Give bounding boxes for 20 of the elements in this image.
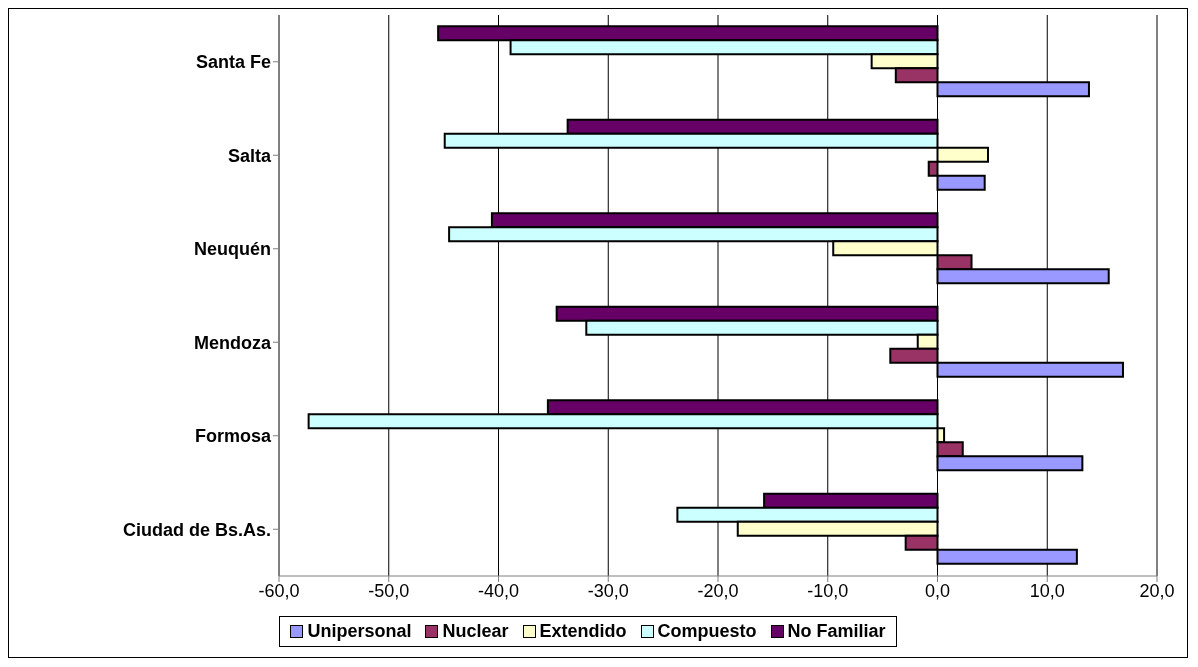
legend-label: Nuclear [442, 621, 509, 642]
x-tick-label: 10,0 [1029, 580, 1065, 601]
x-tick-label: -40,0 [477, 580, 520, 601]
x-tick-label: 20,0 [1139, 580, 1175, 601]
legend-label: Extendido [539, 621, 627, 642]
legend-label: Unipersonal [307, 621, 412, 642]
x-tick-label: -60,0 [258, 580, 300, 601]
x-tick-label: -30,0 [587, 580, 629, 601]
x-tick-label: 0,0 [924, 580, 951, 601]
y-tick-label: Formosa [194, 426, 272, 447]
x-tick-label: -50,0 [368, 580, 410, 601]
y-tick-label: Ciudad de Bs.As. [122, 519, 271, 540]
x-tick-label: -20,0 [697, 580, 739, 601]
legend-label: No Familiar [787, 621, 886, 642]
x-tick-label: -10,0 [807, 580, 849, 601]
y-tick-label: Salta [227, 145, 272, 166]
y-tick-label: Santa Fe [195, 52, 271, 73]
legend-label: Compuesto [657, 621, 757, 642]
y-tick-label: Neuquén [193, 239, 271, 260]
y-tick-label: Mendoza [193, 332, 272, 353]
